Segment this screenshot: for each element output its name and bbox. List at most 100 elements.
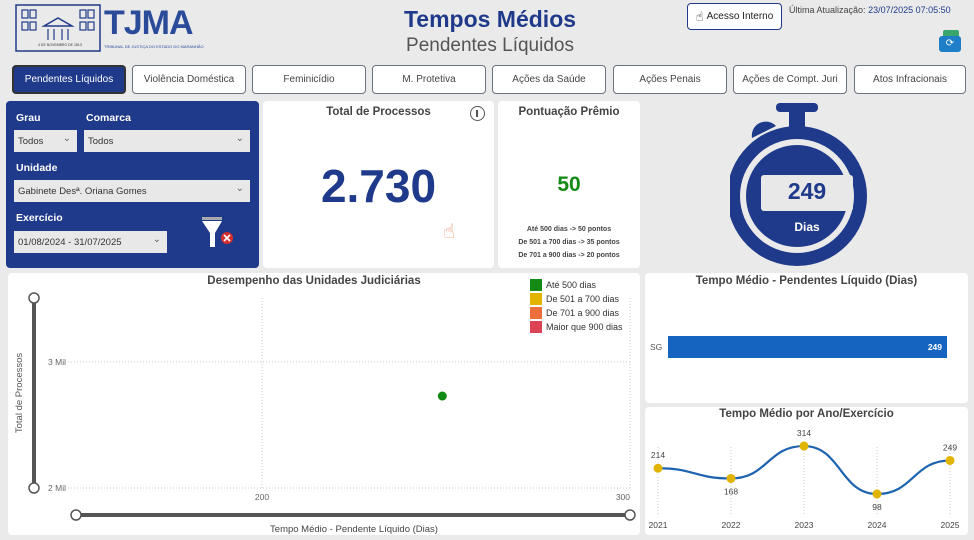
tab-violencia-domestica[interactable]: Violência Doméstica [132,65,246,94]
rule-item: De 501 a 700 dias -> 35 pontos [518,239,620,246]
courthouse-seal-icon [15,4,101,52]
x-tick-label: 200 [255,492,269,502]
x-slider-handle-left[interactable] [70,509,82,521]
data-label: 98 [872,502,882,512]
comarca-value: Todos [88,135,114,147]
pontuacao-title: Pontuação Prêmio [518,106,620,118]
legend-item[interactable]: Maior que 900 dias [530,320,623,334]
x-axis-label: Tempo Médio - Pendente Líquido (Dias) [270,524,438,535]
tab-acoes-penais[interactable]: Ações Penais [613,65,727,94]
last-update-label: Última Atualização: [789,5,866,15]
grau-dropdown[interactable]: Todos ⌄ [14,130,77,152]
refresh-data-icon[interactable]: ⟳ [939,30,961,52]
comarca-label: Comarca [86,112,131,124]
data-point [653,463,663,473]
tab-feminicidio[interactable]: Feminicídio [252,65,366,94]
scatter-title: Desempenho das Unidades Judiciárias [207,275,421,287]
y-tick-label: 2 Mil [48,483,66,493]
bar-value-label: 249 [928,342,942,352]
tab-pendentes-liquidos[interactable]: Pendentes Líquidos [12,65,126,94]
tjma-logo: TJMA TRIBUNAL DE JUSTIÇA DO ESTADO DO MA… [14,4,226,54]
bar-category-label: SG [650,342,662,352]
data-label: 249 [943,442,957,452]
line-chart-title: Tempo Médio por Ano/Exercício [719,408,894,420]
chevron-down-icon: ⌄ [152,234,161,245]
scatter-plot: Total de Processos Tempo Médio - Pendent… [14,292,636,535]
pontuacao-rules: Até 500 dias -> 50 pontos De 501 a 700 d… [498,223,640,262]
page-title: Tempos Médios [403,6,577,32]
y-slider-handle-bottom[interactable] [28,482,40,494]
stopwatch: 249 Dias [727,102,880,268]
scatter-point [437,391,447,401]
tab-atos-infracionais[interactable]: Atos Infracionais [854,65,966,94]
logo-subtext: TRIBUNAL DE JUSTIÇA DO ESTADO DO MARANHÃ… [104,44,204,49]
data-point [799,441,809,451]
data-point [726,473,736,483]
bar-chart: SG 249 [650,336,947,358]
legend-item[interactable]: Até 500 dias [530,278,623,292]
last-update-value: 23/07/2025 07:05:50 [868,5,951,15]
total-processos-title: Total de Processos [326,106,431,118]
logo-text: TJMA [104,4,194,42]
last-update: Última Atualização: 23/07/2025 07:05:50 [789,5,951,15]
exercicio-label: Exercício [16,212,63,224]
filters-panel: Grau Comarca Todos ⌄ Todos ⌄ Unidade Gabin… [6,101,259,268]
data-label: 168 [724,486,738,496]
y-tick-label: 3 Mil [48,357,66,367]
data-point [872,489,882,499]
tab-acoes-saude[interactable]: Ações da Saúde [492,65,606,94]
desempenho-chart-card: Desempenho das Unidades Judiciárias Até … [8,273,640,535]
legend-swatch [530,279,542,291]
unidade-dropdown[interactable]: Gabinete Desª. Oriana Gomes ⌄ [14,180,250,202]
line-chart: 2021 2022 2023 2024 2025 214 168 314 98 249 [649,428,960,530]
stopwatch-value: 249 [787,178,827,204]
chevron-down-icon: ⌄ [235,183,244,194]
legend-item[interactable]: De 501 a 700 dias [530,292,623,306]
x-tick-label: 300 [616,492,630,502]
grau-label: Grau [16,112,41,124]
tempo-medio-ano-card: Tempo Médio por Ano/Exercício 2021 2022 20… [645,407,968,535]
tempo-medio-bar-card: Tempo Médio - Pendentes Líquido (Dias) S… [645,273,968,403]
scatter-legend: Até 500 dias De 501 a 700 dias De 701 a … [530,278,623,334]
info-icon[interactable] [470,106,485,121]
y-slider-handle-top[interactable] [28,292,40,304]
x-tick-label: 2025 [941,520,960,530]
x-tick-label: 2022 [722,520,741,530]
legend-label: De 701 a 900 dias [546,308,620,318]
filter-clear-icon [202,217,233,247]
stopwatch-icon [727,103,867,266]
chevron-down-icon: ⌄ [62,133,71,144]
legend-swatch [530,307,542,319]
clear-filters-button[interactable] [202,217,238,249]
legend-swatch [530,293,542,305]
legend-label: Até 500 dias [546,280,597,290]
x-slider-handle-right[interactable] [624,509,636,521]
bar [668,336,947,358]
unidade-label: Unidade [16,162,58,174]
acesso-interno-button[interactable]: ☝ Acesso Interno [687,3,782,30]
legend-item[interactable]: De 701 a 900 dias [530,306,623,320]
data-point [945,455,955,465]
chevron-down-icon: ⌄ [235,133,244,144]
pontuacao-value: 50 [557,173,581,196]
hand-pointer-icon: ☝ [695,8,704,24]
pontuacao-card: Pontuação Prêmio 50 Até 500 dias -> 50 p… [498,101,640,268]
rule-item: Até 500 dias -> 50 pontos [526,226,612,233]
hand-click-icon[interactable]: ☝ [443,221,456,243]
rule-item: De 701 a 900 dias -> 20 pontos [518,252,620,259]
page-subtitle: Pendentes Líquidos [406,35,574,56]
stopwatch-unit: Dias [794,220,820,234]
grau-value: Todos [18,135,44,147]
x-tick-label: 2021 [649,520,668,530]
legend-label: Maior que 900 dias [546,322,623,332]
bar-chart-title: Tempo Médio - Pendentes Líquido (Dias) [695,275,918,287]
exercicio-dropdown[interactable]: 01/08/2024 - 31/07/2025 ⌄ [14,231,167,253]
acesso-interno-label: Acesso Interno [706,11,774,22]
data-label: 214 [651,450,665,460]
total-processos-value: 2.730 [320,160,437,212]
unidade-value: Gabinete Desª. Oriana Gomes [18,185,147,197]
tab-m-protetiva[interactable]: M. Protetiva [372,65,486,94]
tab-acoes-compt-juri[interactable]: Ações de Compt. Juri [733,65,847,94]
comarca-dropdown[interactable]: Todos ⌄ [84,130,250,152]
legend-swatch [530,321,542,333]
